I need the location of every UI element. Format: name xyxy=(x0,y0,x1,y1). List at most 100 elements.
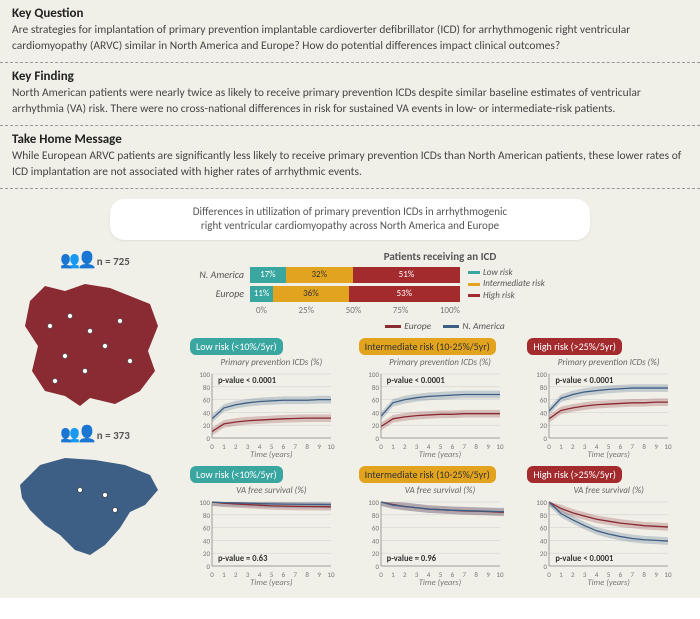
panel-top-mid: Intermediate risk (10-25%/5yr) Primary p… xyxy=(359,338,522,460)
svg-text:80: 80 xyxy=(540,510,548,519)
right-column: Patients receiving an ICD N. America 17%… xyxy=(190,250,690,588)
svg-text:5: 5 xyxy=(438,570,442,579)
svg-text:60: 60 xyxy=(540,395,548,404)
panel-ylabel: VA free survival (%) xyxy=(527,485,690,496)
svg-text:6: 6 xyxy=(619,442,623,451)
chart: 0 20 40 60 80 100012345678910 p-value < … xyxy=(527,498,672,580)
p-value: p-value < 0.0001 xyxy=(555,376,613,386)
panel-top-high: High risk (>25%/5yr) Primary prevention … xyxy=(527,338,690,460)
svg-text:9: 9 xyxy=(655,570,659,579)
svg-text:6: 6 xyxy=(450,570,454,579)
svg-text:80: 80 xyxy=(372,510,380,519)
svg-text:5: 5 xyxy=(270,442,274,451)
stacked-bar: 11% 36% 53% xyxy=(250,286,460,302)
chart: 0 20 40 60 80 100012345678910 p-value < … xyxy=(190,370,335,452)
row-label: N. America xyxy=(190,268,250,281)
svg-text:20: 20 xyxy=(372,549,380,558)
risk-pill: Low risk (<10%/5yr) xyxy=(190,338,283,355)
svg-text:1: 1 xyxy=(222,442,226,451)
svg-text:7: 7 xyxy=(294,570,298,579)
key-finding-heading: Key Finding xyxy=(12,69,688,84)
left-column: 👥👤 n = 725 👥👤 n = 373 xyxy=(10,250,180,588)
svg-text:100: 100 xyxy=(199,498,210,507)
svg-text:10: 10 xyxy=(327,442,335,451)
svg-text:3: 3 xyxy=(583,442,587,451)
svg-text:100: 100 xyxy=(537,498,548,507)
panel-bottom-mid: Intermediate risk (10-25%/5yr) VA free s… xyxy=(359,466,522,588)
panel-ylabel: VA free survival (%) xyxy=(359,485,522,496)
chart: 0 20 40 60 80 100012345678910 p-value < … xyxy=(527,370,672,452)
svg-text:3: 3 xyxy=(246,570,250,579)
panel-ylabel: Primary prevention ICDs (%) xyxy=(359,357,522,368)
svg-text:7: 7 xyxy=(631,570,635,579)
svg-text:60: 60 xyxy=(203,395,211,404)
svg-text:6: 6 xyxy=(619,570,623,579)
svg-text:8: 8 xyxy=(643,570,647,579)
svg-text:10: 10 xyxy=(665,442,673,451)
svg-text:0: 0 xyxy=(548,570,552,579)
key-question-heading: Key Question xyxy=(12,6,688,21)
svg-text:2: 2 xyxy=(234,570,238,579)
p-value: p-value < 0.0001 xyxy=(387,376,445,386)
svg-text:9: 9 xyxy=(317,570,321,579)
panel-ylabel: Primary prevention ICDs (%) xyxy=(190,357,353,368)
stacked-row: Europe 11% 36% 53% xyxy=(190,286,460,302)
svg-text:7: 7 xyxy=(462,442,466,451)
svg-text:40: 40 xyxy=(540,408,548,417)
risk-pill: High risk (>25%/5yr) xyxy=(527,466,622,483)
stacked-header: Patients receiving an ICD xyxy=(190,250,690,263)
svg-text:7: 7 xyxy=(462,570,466,579)
svg-text:20: 20 xyxy=(203,549,211,558)
svg-text:6: 6 xyxy=(282,442,286,451)
chart: 0 20 40 60 80 100012345678910 p-value = … xyxy=(190,498,335,580)
europe-cohort: 👥👤 n = 725 xyxy=(10,250,180,270)
take-home-section: Take Home Message While European ARVC pa… xyxy=(0,126,700,189)
svg-text:60: 60 xyxy=(372,395,380,404)
na-n: n = 373 xyxy=(97,429,130,442)
na-cohort: 👥👤 n = 373 xyxy=(10,424,180,444)
seg-mid: 36% xyxy=(273,286,349,302)
main-figure: Differences in utilization of primary pr… xyxy=(0,189,700,598)
key-finding-section: Key Finding North American patients were… xyxy=(0,63,700,126)
panel-top-low: Low risk (<10%/5yr) Primary prevention I… xyxy=(190,338,353,460)
svg-text:0: 0 xyxy=(379,570,383,579)
figure-title-line2: right ventricular cardiomyopathy across … xyxy=(201,219,499,232)
svg-text:2: 2 xyxy=(403,570,407,579)
svg-text:1: 1 xyxy=(391,570,395,579)
p-value: p-value = 0.63 xyxy=(218,554,267,564)
europe-n: n = 725 xyxy=(97,255,130,268)
svg-text:0: 0 xyxy=(210,442,214,451)
p-value: p-value < 0.0001 xyxy=(218,376,276,386)
svg-text:5: 5 xyxy=(438,442,442,451)
risk-pill: Low risk (<10%/5yr) xyxy=(190,466,283,483)
na-map xyxy=(10,450,170,570)
risk-pill: Intermediate risk (10-25%/5yr) xyxy=(359,466,496,483)
svg-text:20: 20 xyxy=(372,421,380,430)
svg-text:3: 3 xyxy=(246,442,250,451)
svg-text:4: 4 xyxy=(426,442,430,451)
svg-text:1: 1 xyxy=(559,442,563,451)
svg-text:100: 100 xyxy=(368,370,379,379)
seg-high: 51% xyxy=(353,267,460,283)
svg-text:40: 40 xyxy=(540,536,548,545)
svg-text:40: 40 xyxy=(203,536,211,545)
svg-text:20: 20 xyxy=(203,421,211,430)
panel-bottom-high: High risk (>25%/5yr) VA free survival (%… xyxy=(527,466,690,588)
svg-text:3: 3 xyxy=(415,442,419,451)
svg-text:6: 6 xyxy=(450,442,454,451)
svg-text:80: 80 xyxy=(540,382,548,391)
svg-text:10: 10 xyxy=(496,442,504,451)
people-icon: 👥👤 xyxy=(60,251,94,270)
svg-text:10: 10 xyxy=(496,570,504,579)
svg-text:3: 3 xyxy=(415,570,419,579)
svg-text:1: 1 xyxy=(391,442,395,451)
panel-ylabel: VA free survival (%) xyxy=(190,485,353,496)
risk-legend: Low risk Intermediate risk High risk xyxy=(468,267,545,302)
svg-text:4: 4 xyxy=(258,570,262,579)
svg-text:40: 40 xyxy=(372,408,380,417)
row-label: Europe xyxy=(190,287,250,300)
svg-text:5: 5 xyxy=(607,570,611,579)
panel-grid: Low risk (<10%/5yr) Primary prevention I… xyxy=(190,338,690,588)
panel-bottom-low: Low risk (<10%/5yr) VA free survival (%)… xyxy=(190,466,353,588)
key-finding-body: North American patients were nearly twic… xyxy=(12,86,688,117)
